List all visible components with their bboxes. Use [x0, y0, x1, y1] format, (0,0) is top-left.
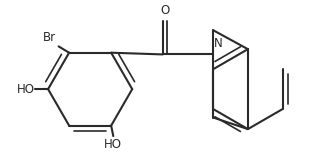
Text: Br: Br — [43, 31, 56, 44]
Text: HO: HO — [16, 83, 35, 96]
Text: N: N — [214, 37, 223, 50]
Text: HO: HO — [104, 138, 122, 151]
Text: O: O — [160, 4, 169, 17]
